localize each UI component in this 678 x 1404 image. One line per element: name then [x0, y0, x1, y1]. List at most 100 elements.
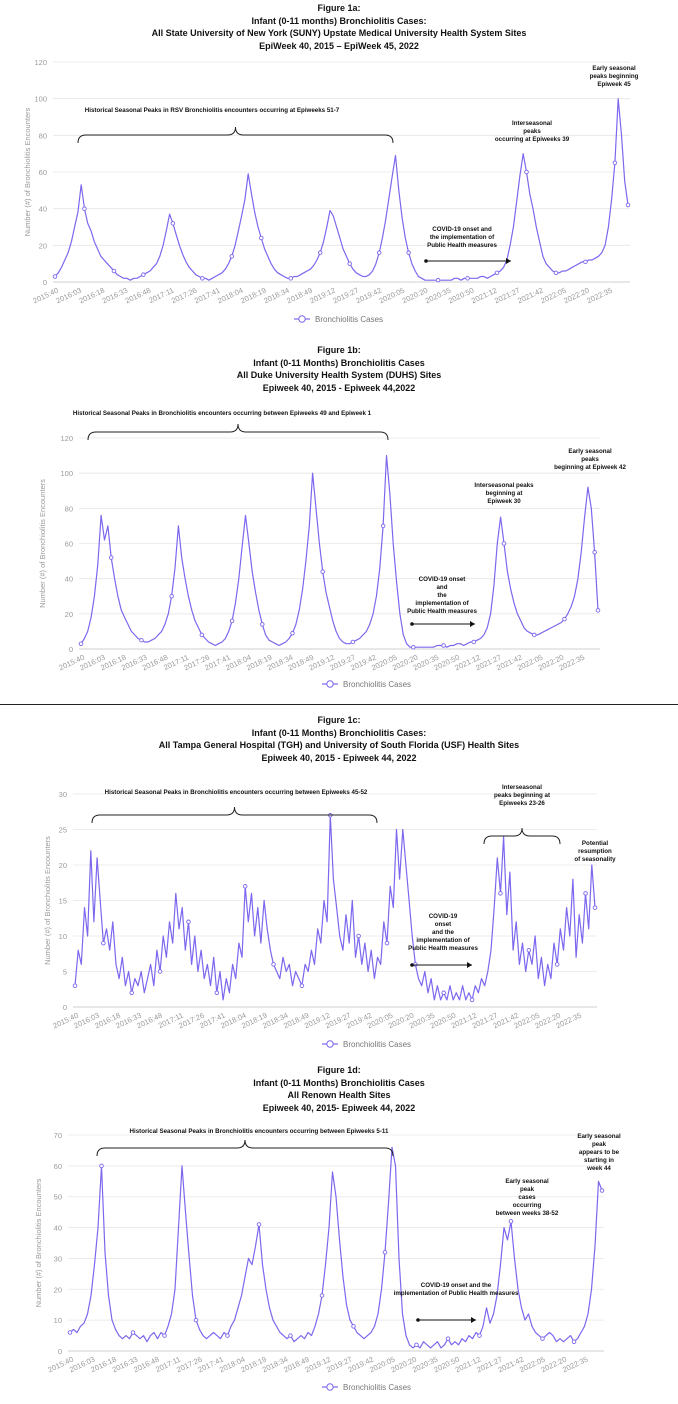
figure-1b-chart: 0204060801001202015:402016:032016:182016…: [38, 410, 626, 689]
data-point: [141, 272, 146, 277]
y-tick-label: 20: [65, 610, 73, 619]
y-tick-label: 0: [58, 1347, 62, 1356]
data-point: [242, 884, 248, 889]
y-tick-label: 20: [54, 1285, 62, 1294]
data-point: [571, 1339, 577, 1344]
data-point: [498, 891, 503, 896]
y-axis-title: Number (#) of Bronchiolitis Encounters: [23, 107, 32, 236]
y-axis-title: Number (#) of Bronchiolitis Encounters: [34, 1178, 43, 1307]
data-point: [583, 259, 588, 265]
data-point: [199, 632, 205, 638]
data-point: [72, 983, 78, 988]
data-point: [157, 969, 163, 974]
figure-1b-title-line: Figure 1b:: [317, 345, 361, 355]
data-point: [508, 1219, 514, 1224]
annotation-arrow-head: [470, 621, 475, 627]
figure-1c-title-line: All Tampa General Hospital (TGH) and Uni…: [158, 740, 520, 750]
annotation-brace: [91, 806, 378, 824]
annotation-brace: [96, 1139, 394, 1157]
y-tick-label: 120: [60, 434, 73, 443]
data-point: [612, 160, 618, 166]
figure-1c-chart: 0510152025302015:402016:032016:182016:33…: [43, 784, 616, 1049]
legend-label: Bronchiolitis Cases: [343, 680, 411, 689]
y-axis-title: Number (#) of Bronchiolitis Encounters: [43, 836, 52, 965]
y-tick-label: 10: [54, 1316, 62, 1325]
annotation-arrow-head: [471, 1317, 476, 1323]
y-tick-label: 100: [60, 469, 73, 478]
data-point: [139, 637, 144, 643]
figure-1c-title-line: Infant (0-11 Months) Bronchiolitis Cases…: [251, 727, 427, 738]
annotation-text: Historical Seasonal Peaks in Bronchiolit…: [105, 789, 368, 796]
section-divider: [0, 704, 678, 705]
annotation-text: Historical Seasonal Peaks in Bronchiolit…: [73, 410, 372, 417]
data-point: [271, 962, 276, 967]
data-point: [526, 947, 532, 953]
series-line-bronchiolitis-cases: [69, 1146, 603, 1349]
data-point: [162, 1333, 167, 1338]
annotation-text: Interseasonal peaks beginning at Epiweek 3…: [474, 482, 534, 505]
data-point: [524, 169, 529, 175]
y-tick-label: 60: [54, 1162, 62, 1171]
data-point: [52, 274, 58, 279]
y-tick-label: 70: [54, 1131, 62, 1140]
y-tick-label: 0: [63, 1003, 67, 1012]
data-point: [317, 250, 323, 255]
annotation-text: COVID-19 onset and the implementation of Pub…: [408, 913, 478, 952]
y-tick-label: 30: [54, 1254, 62, 1263]
data-point: [351, 1324, 356, 1329]
data-point: [82, 206, 87, 211]
data-point: [414, 1342, 419, 1348]
legend-label: Bronchiolitis Cases: [343, 1383, 411, 1392]
data-point: [599, 1188, 605, 1193]
y-tick-label: 5: [63, 968, 67, 977]
annotation-brace: [87, 423, 389, 441]
figure-1d-title-line: Infant (0-11 Months) Bronchiolitis Cases: [253, 1077, 425, 1088]
annotation-brace: [77, 126, 394, 144]
data-point: [494, 270, 500, 276]
y-tick-label: 0: [43, 278, 47, 287]
legend-marker: [326, 1383, 334, 1391]
annotation-text: Interseasonal peaks occurring at Epiweeks …: [495, 120, 570, 143]
legend-marker: [298, 315, 306, 323]
data-point: [562, 616, 567, 622]
annotation-arrow-tail: [410, 963, 414, 967]
figure-1b-title-line: Infant (0-11 Months) Bronchiolitis Cases: [253, 357, 425, 368]
figure-1a-title-line: Figure 1a:: [317, 3, 361, 13]
data-point: [259, 235, 264, 241]
data-point: [376, 250, 382, 255]
y-tick-label: 80: [65, 504, 73, 513]
figure-1a-chart: 0204060801001202015:402016:032016:182016…: [23, 58, 639, 324]
figure-1b-title: Figure 1b: Infant (0-11 Months) Bronchio…: [0, 344, 678, 394]
series-line-bronchiolitis-cases: [80, 455, 599, 648]
data-point: [406, 250, 411, 255]
y-tick-label: 20: [39, 241, 47, 250]
data-point: [347, 261, 352, 266]
legend-marker: [326, 680, 334, 688]
y-tick-label: 40: [39, 205, 47, 214]
figure-1d-title-line: Figure 1d:: [317, 1065, 361, 1075]
data-point: [441, 643, 446, 648]
data-point: [531, 632, 537, 638]
annotation-arrow-head: [506, 258, 511, 264]
data-point: [214, 990, 220, 996]
y-tick-label: 10: [59, 932, 67, 941]
data-point: [78, 641, 84, 646]
legend-label: Bronchiolitis Cases: [315, 315, 383, 324]
data-point: [382, 1250, 388, 1255]
figure-1b-title-line: Epiweek 40, 2015 - Epiweek 44,2022: [262, 382, 416, 393]
data-point: [469, 997, 475, 1003]
figure-1d-title: Figure 1d: Infant (0-11 Months) Bronchio…: [0, 1064, 678, 1114]
annotation-arrow-tail: [416, 1318, 420, 1322]
data-point: [299, 983, 305, 988]
y-tick-label: 40: [54, 1224, 62, 1233]
data-point: [445, 1336, 451, 1341]
annotation-arrow-tail: [424, 259, 428, 263]
annotation-text: COVID-19 onset and the implementation of P…: [427, 226, 497, 249]
data-point: [169, 594, 174, 599]
legend-marker: [326, 1040, 334, 1048]
data-point: [108, 555, 114, 560]
data-point: [553, 270, 559, 276]
data-point: [256, 1222, 262, 1227]
data-point: [319, 1293, 325, 1298]
